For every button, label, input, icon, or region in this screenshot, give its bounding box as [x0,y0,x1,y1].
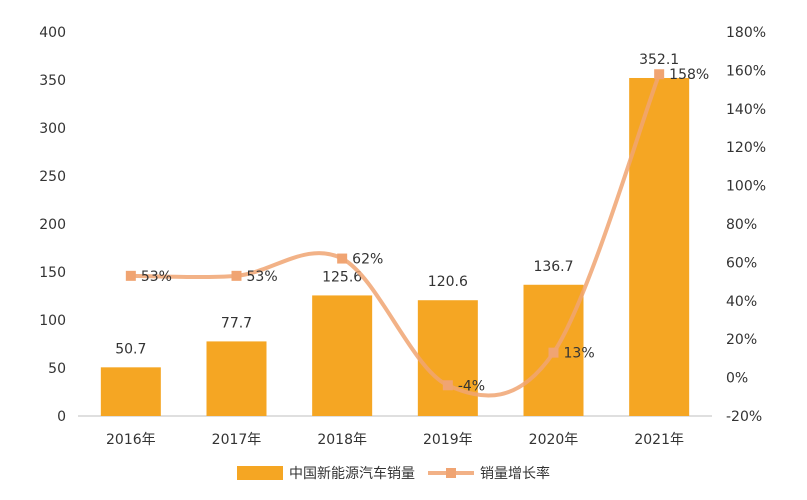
x-axis: 2016年 2017年 2018年 2019年 2020年 2021年 [106,432,684,448]
y-left-tick-label: 100 [39,313,66,329]
x-tick-label: 2019年 [423,432,473,448]
legend-line-marker [446,468,456,478]
y-left-tick-label: 350 [39,73,66,89]
y-right-tick-label: 80% [726,217,757,233]
y-right-tick-label: -20% [726,409,762,425]
y-right-tick-label: 40% [726,294,757,310]
line-marker [548,347,559,358]
y-right-axis: -20% 0% 20% 40% 60% 80% 100% 120% 140% 160% 180% [726,25,766,425]
y-left-tick-label: 300 [39,121,66,137]
y-left-tick-label: 200 [39,217,66,233]
bar-value-label: 50.7 [115,341,146,357]
x-tick-label: 2016年 [106,432,156,448]
y-right-tick-label: 140% [726,102,766,118]
y-left-axis: 0 50 100 150 200 250 300 350 400 [39,25,66,425]
x-tick-label: 2020年 [529,432,579,448]
bar [417,300,478,416]
line-marker [654,69,665,80]
line-value-label: 53% [247,269,278,285]
bar [100,367,161,416]
y-left-tick-label: 250 [39,169,66,185]
bar [312,295,373,416]
bar-value-label: 120.6 [428,274,468,290]
bar [206,341,267,416]
y-right-tick-label: 120% [726,140,766,156]
line-marker [231,270,242,281]
line-marker [125,270,136,281]
y-right-tick-label: 20% [726,332,757,348]
bar-value-label: 125.6 [322,269,362,285]
line-value-label: 53% [141,269,172,285]
x-tick-label: 2021年 [634,432,684,448]
growth-rate-labels: 53% 53% 62% -4% 13% 158% [141,67,709,394]
y-left-tick-label: 50 [48,361,66,377]
legend-line-label: 销量增长率 [480,465,550,482]
line-value-label: -4% [458,378,485,394]
legend-bar-label: 中国新能源汽车销量 [289,465,415,482]
y-right-tick-label: 60% [726,255,757,271]
bar-value-label: 77.7 [221,315,252,331]
line-value-label: 62% [352,252,383,268]
y-left-tick-label: 400 [39,25,66,41]
line-marker [337,253,348,264]
line-value-label: 13% [564,346,595,362]
bar [629,77,690,416]
legend-bar-swatch [237,466,283,480]
growth-rate-markers [125,69,665,391]
y-left-tick-label: 150 [39,265,66,281]
bar-series [100,77,690,416]
line-marker [442,380,453,391]
legend: 中国新能源汽车销量 销量增长率 [237,465,550,482]
y-left-tick-label: 0 [57,409,66,425]
bar-value-label: 352.1 [639,52,679,68]
line-value-label: 158% [669,67,709,83]
x-tick-label: 2018年 [317,432,367,448]
y-right-tick-label: 180% [726,25,766,41]
y-right-tick-label: 100% [726,179,766,195]
y-right-tick-label: 160% [726,63,766,79]
y-right-tick-label: 0% [726,371,748,387]
bar-value-label: 136.7 [533,259,573,275]
bar-data-labels: 50.7 77.7 125.6 120.6 136.7 352.1 [115,52,679,357]
x-tick-label: 2017年 [212,432,262,448]
